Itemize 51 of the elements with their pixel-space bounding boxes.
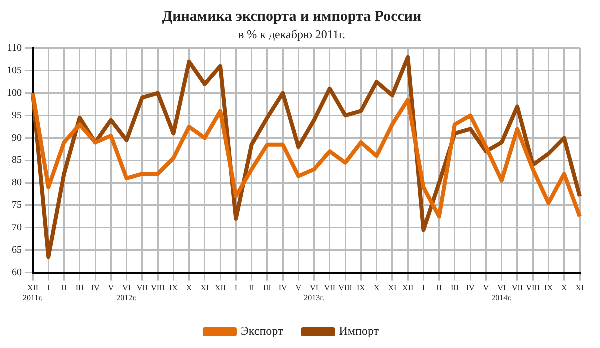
x-tick-label: VII bbox=[324, 284, 336, 293]
x-tick-label: XII bbox=[402, 284, 414, 293]
x-tick-label: XI bbox=[388, 284, 398, 293]
x-tick-label: II bbox=[249, 284, 255, 293]
x-tick-label: IX bbox=[544, 284, 554, 293]
y-tick-label: 105 bbox=[7, 65, 22, 76]
y-tick-label: 75 bbox=[12, 200, 22, 212]
y-tick-label: 95 bbox=[12, 110, 22, 122]
x-tick-label: V bbox=[108, 284, 114, 293]
x-tick-label: IV bbox=[466, 284, 476, 293]
y-tick-label: 110 bbox=[7, 43, 22, 54]
x-tick-label: VII bbox=[136, 284, 148, 293]
x-tick-label: V bbox=[296, 284, 302, 293]
chart-subtitle: в % к декабрю 2011г. bbox=[238, 27, 346, 42]
x-tick-label: III bbox=[263, 284, 272, 293]
x-tick-label: IV bbox=[91, 284, 100, 293]
x-tick-label: XII bbox=[214, 284, 226, 293]
x-tick-label: X bbox=[186, 284, 192, 293]
x-tick-label: VI 2014г. bbox=[492, 284, 512, 302]
x-tick-label: IV bbox=[278, 284, 288, 293]
x-tick-label: VI 2012г. bbox=[116, 284, 137, 302]
y-tick-label: 80 bbox=[12, 178, 22, 189]
x-tick-label: XII 2011г. bbox=[22, 284, 44, 302]
legend-label: Импорт bbox=[339, 324, 380, 338]
x-tick-label: XI bbox=[200, 284, 210, 293]
x-tick-label: V bbox=[483, 284, 490, 293]
y-tick-label: 85 bbox=[12, 155, 22, 166]
x-tick-label: I bbox=[234, 284, 238, 293]
x-tick-label: VII bbox=[512, 284, 524, 293]
y-tick-label: 100 bbox=[7, 88, 22, 99]
x-tick-label: II bbox=[436, 284, 442, 293]
x-tick-label: II bbox=[62, 284, 68, 293]
x-tick-label: III bbox=[76, 284, 84, 293]
x-tick-label: I bbox=[47, 284, 50, 293]
x-tick-label: VI 2013г. bbox=[304, 284, 325, 302]
y-tick-label: 60 bbox=[12, 267, 22, 278]
y-tick-label: 65 bbox=[12, 244, 22, 256]
x-tick-label: IX bbox=[356, 284, 366, 293]
legend-label: Экспорт bbox=[240, 324, 284, 338]
chart-title: Динамика экспорта и импорта России bbox=[162, 8, 422, 25]
x-tick-label: VIII bbox=[526, 284, 540, 293]
x-tick-label: X bbox=[374, 284, 380, 293]
x-tick-label: VIII bbox=[151, 284, 166, 293]
y-tick-label: 70 bbox=[12, 222, 22, 234]
x-tick-label: VIII bbox=[338, 284, 353, 293]
x-tick-label: XI bbox=[576, 284, 585, 293]
x-tick-label: IX bbox=[169, 284, 178, 293]
y-tick-label: 90 bbox=[12, 132, 22, 144]
x-tick-label: X bbox=[561, 284, 568, 293]
x-tick-label: I bbox=[422, 284, 426, 293]
x-tick-label: III bbox=[450, 284, 460, 293]
